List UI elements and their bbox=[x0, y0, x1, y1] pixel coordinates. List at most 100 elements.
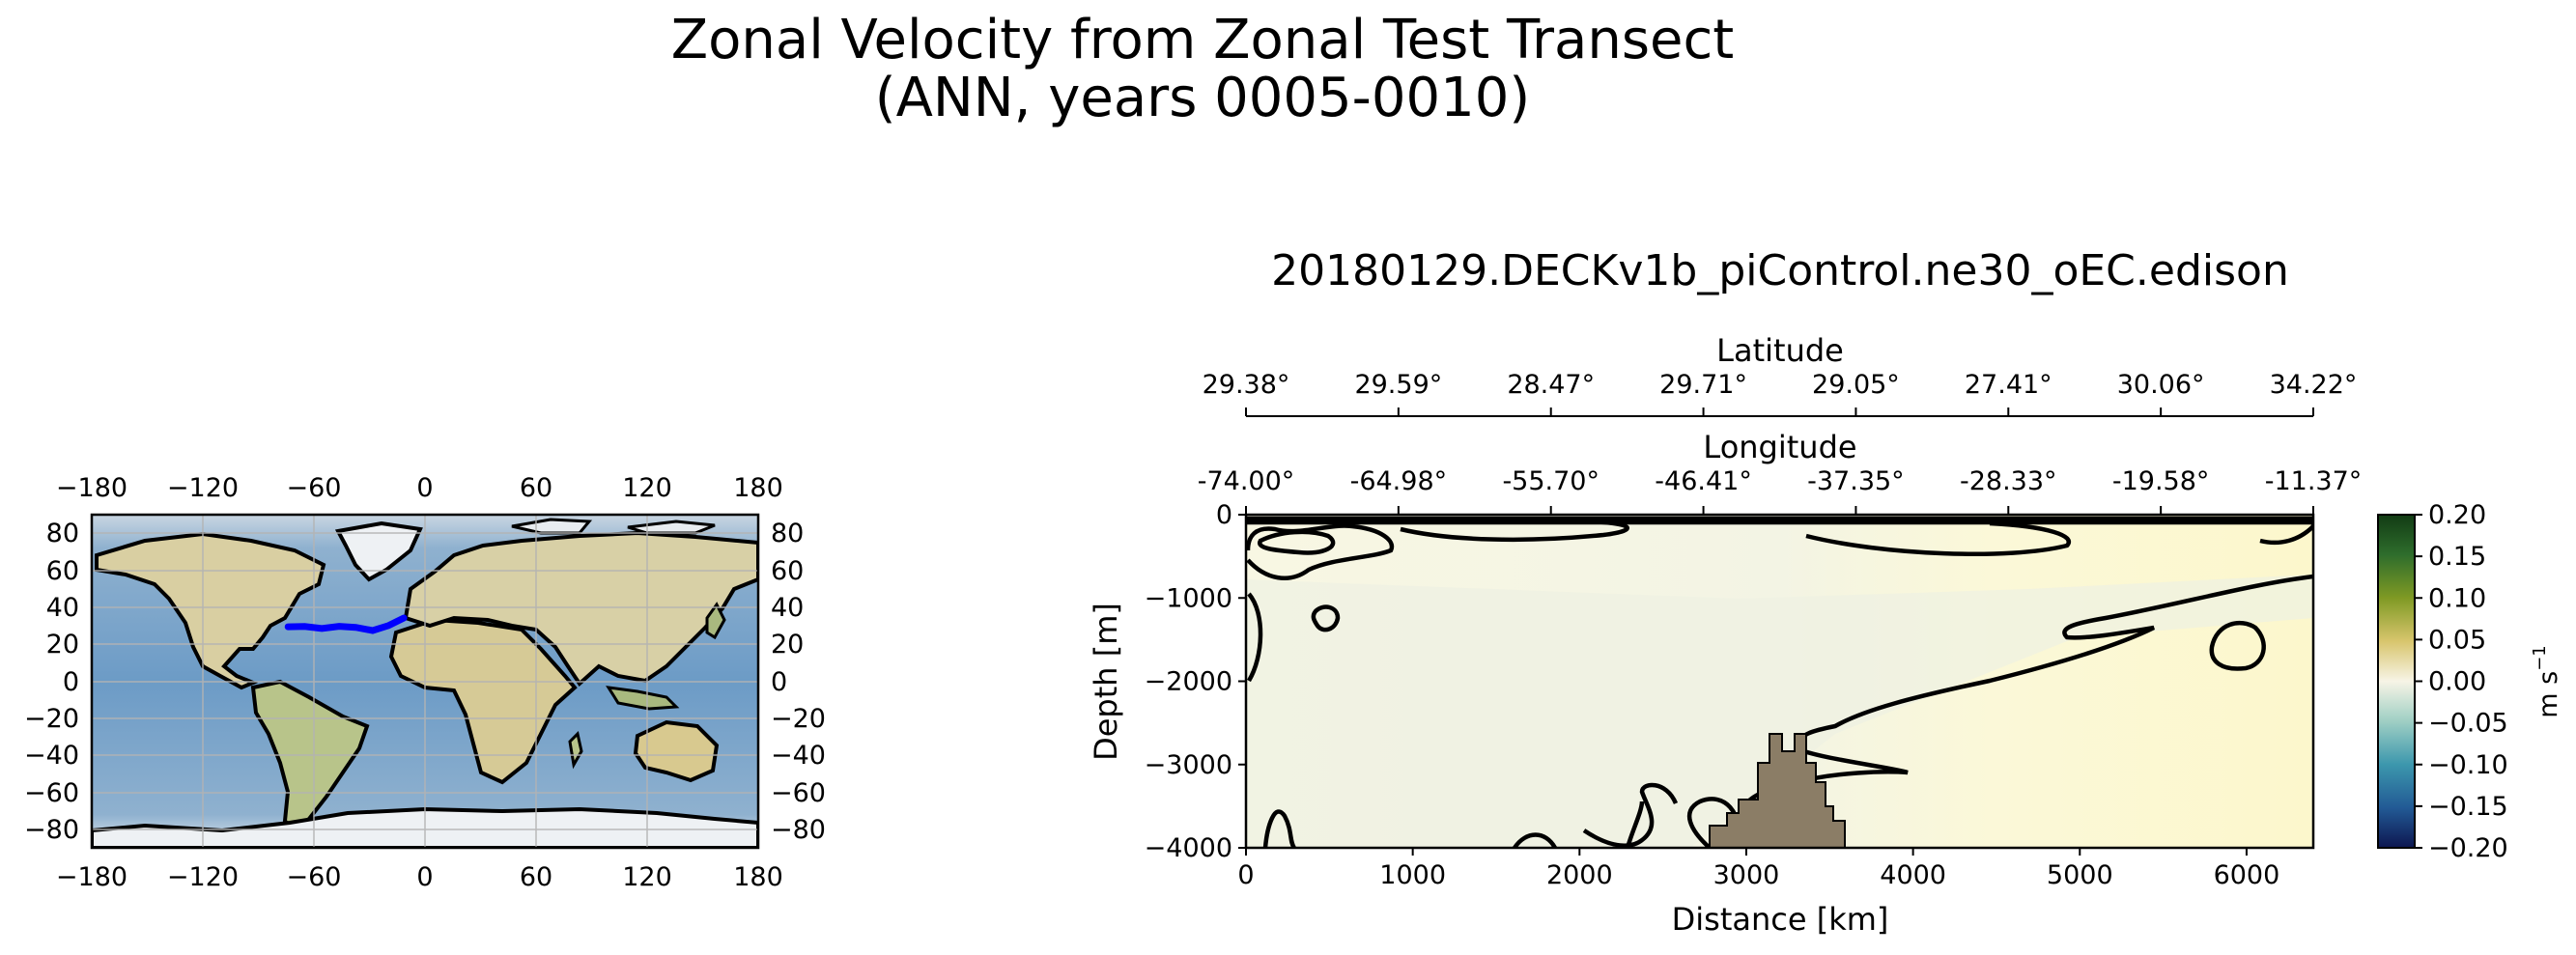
latitude-ticks: 29.38° 29.59° 28.47° 29.71° 29.05° 27.41° 30.0… bbox=[1203, 370, 2358, 416]
map-lon-tick: 120 bbox=[622, 473, 672, 503]
colorbar-tick-label: 0.00 bbox=[2428, 667, 2486, 697]
latitude-tick-label: 30.06° bbox=[2117, 370, 2205, 400]
map-lat-tick: 80 bbox=[46, 519, 79, 548]
map-land bbox=[92, 515, 758, 848]
colorbar-tick-label: −0.15 bbox=[2428, 792, 2508, 822]
map-lon-ticks-bottom: −180 −120 −60 0 60 120 180 bbox=[56, 862, 783, 892]
map-lat-tick: 80 bbox=[771, 519, 804, 548]
map-lat-tick: −20 bbox=[771, 704, 826, 734]
plot-title: 20180129.DECKv1b_piControl.ne30_oEC.edis… bbox=[1271, 246, 2289, 295]
colorbar-tick-label: −0.20 bbox=[2428, 833, 2508, 863]
latitude-tick-label: 27.41° bbox=[1965, 370, 2052, 400]
y-tick-label: −1000 bbox=[1145, 583, 1232, 613]
contour-zero-surface bbox=[1246, 516, 2313, 546]
longitude-tick-label: -74.00° bbox=[1198, 466, 1295, 496]
colorbar bbox=[2377, 514, 2416, 849]
figure-title-line2: (ANN, years 0005-0010) bbox=[875, 67, 1531, 129]
seafloor-topography bbox=[1709, 733, 1846, 848]
land-madagascar bbox=[568, 731, 583, 770]
x-tick-label: 5000 bbox=[2047, 860, 2113, 890]
x-ticks: 0 1000 2000 3000 4000 5000 6000 bbox=[1237, 848, 2279, 890]
contour-zero-left-edge bbox=[1247, 592, 1263, 683]
map-lon-tick: −120 bbox=[167, 473, 239, 503]
map-lat-tick: 0 bbox=[63, 667, 79, 697]
longitude-tick-label: -46.41° bbox=[1655, 466, 1752, 496]
contour-zero-upper-right bbox=[1805, 520, 2071, 556]
map-lat-tick: −40 bbox=[24, 741, 79, 771]
map-lat-ticks-right: 80 60 40 20 0 −20 −40 −60 −80 bbox=[771, 519, 826, 845]
colorbar-tick-label: −0.10 bbox=[2428, 750, 2508, 780]
map-lon-tick: −60 bbox=[287, 862, 342, 892]
map-lat-tick: 40 bbox=[46, 593, 79, 623]
latitude-tick-label: 29.38° bbox=[1203, 370, 1290, 400]
colorbar-tick-label: 0.10 bbox=[2428, 583, 2486, 613]
contour-zero-blob-left bbox=[1311, 604, 1341, 632]
contour-zero-upper-left bbox=[1246, 523, 1395, 580]
x-tick-label: 2000 bbox=[1546, 860, 1613, 890]
transect-map: −180 −120 −60 0 60 120 180 −180 −120 −60… bbox=[24, 473, 826, 892]
latitude-tick-label: 29.71° bbox=[1659, 370, 1747, 400]
map-lat-tick: −80 bbox=[771, 815, 826, 845]
land-north-america bbox=[95, 531, 326, 690]
map-lon-tick: 180 bbox=[733, 473, 783, 503]
longitude-tick-label: -64.98° bbox=[1350, 466, 1448, 496]
longitude-tick-label: -55.70° bbox=[1502, 466, 1599, 496]
map-lat-tick: −60 bbox=[771, 778, 826, 808]
land-australia bbox=[633, 719, 720, 783]
longitude-tick-label: -19.58° bbox=[2112, 466, 2210, 496]
map-frame bbox=[90, 513, 760, 850]
velocity-field bbox=[1246, 515, 2313, 848]
land-indonesia bbox=[606, 686, 680, 711]
map-lat-tick: −60 bbox=[24, 778, 79, 808]
map-lon-tick: −60 bbox=[287, 473, 342, 503]
map-lat-tick: −80 bbox=[24, 815, 79, 845]
y-tick-label: 0 bbox=[1216, 500, 1232, 530]
colorbar-tick-label: 0.05 bbox=[2428, 625, 2486, 655]
negative-velocity-region bbox=[1246, 575, 2313, 848]
latitude-tick-label: 29.05° bbox=[1812, 370, 1900, 400]
x-tick-label: 0 bbox=[1237, 860, 1254, 890]
section-plot: 20180129.DECKv1b_piControl.ne30_oEC.edis… bbox=[1088, 246, 2563, 938]
map-lat-ticks-left: 80 60 40 20 0 −20 −40 −60 −80 bbox=[24, 519, 79, 845]
contour-zero-blob-right bbox=[2209, 620, 2266, 671]
x-axis-label: Distance [km] bbox=[1672, 901, 1889, 938]
map-lat-tick: 60 bbox=[771, 556, 804, 586]
map-lon-ticks-top: −180 −120 −60 0 60 120 180 bbox=[56, 473, 783, 503]
longitude-tick-label: -28.33° bbox=[1960, 466, 2057, 496]
colorbar-unit: m s bbox=[2534, 671, 2563, 718]
longitude-ticks: -74.00° -64.98° -55.70° -46.41° -37.35° -28.3… bbox=[1198, 466, 2363, 515]
map-lat-tick: 0 bbox=[771, 667, 787, 697]
contour-zero-upper-mid bbox=[1400, 519, 1629, 543]
latitude-tick-label: 34.22° bbox=[2270, 370, 2358, 400]
map-lon-tick: 0 bbox=[416, 473, 433, 503]
map-lat-tick: −40 bbox=[771, 741, 826, 771]
latitude-tick-label: 29.59° bbox=[1354, 370, 1442, 400]
x-tick-label: 1000 bbox=[1379, 860, 1446, 890]
land-greenland bbox=[334, 520, 423, 582]
map-lon-tick: 120 bbox=[622, 862, 672, 892]
colorbar-unit-exponent: −1 bbox=[2530, 645, 2550, 671]
land-arctic-islands bbox=[511, 518, 716, 535]
figure-title-line1: Zonal Velocity from Zonal Test Transect bbox=[671, 9, 1734, 71]
map-lon-tick: 0 bbox=[416, 862, 433, 892]
x-tick-label: 4000 bbox=[1880, 860, 1946, 890]
colorbar-tick-label: −0.05 bbox=[2428, 709, 2508, 739]
longitude-tick-label: -11.37° bbox=[2265, 466, 2363, 496]
latitude-axis-label: Latitude bbox=[1716, 332, 1844, 369]
map-lat-tick: 20 bbox=[46, 630, 79, 660]
map-lat-tick: 40 bbox=[771, 593, 804, 623]
land-south-america bbox=[250, 679, 370, 835]
map-lon-tick: 180 bbox=[733, 862, 783, 892]
y-ticks: 0 −1000 −2000 −3000 −4000 bbox=[1145, 500, 1246, 863]
map-lat-tick: 60 bbox=[46, 556, 79, 586]
map-graticule bbox=[92, 515, 758, 848]
colorbar-label: m s−1 bbox=[2530, 645, 2563, 718]
map-lat-tick: 20 bbox=[771, 630, 804, 660]
map-lon-tick: −180 bbox=[56, 473, 127, 503]
y-tick-label: −3000 bbox=[1145, 750, 1232, 780]
map-lon-tick: −180 bbox=[56, 862, 127, 892]
latitude-tick-label: 28.47° bbox=[1507, 370, 1595, 400]
x-tick-label: 3000 bbox=[1713, 860, 1780, 890]
contour-zero-deep bbox=[1262, 782, 1742, 848]
